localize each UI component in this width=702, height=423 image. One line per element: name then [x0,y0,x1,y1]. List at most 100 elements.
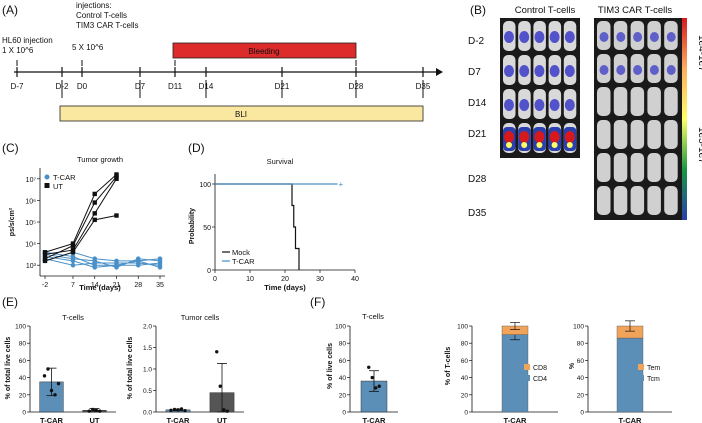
tim3-mouse-signal [633,32,643,42]
y-tick-label: 40 [339,375,347,382]
control-mouse-signal [519,99,530,111]
data-point [179,407,184,411]
scale-label-bottom: 1e5-1e7 [696,127,702,164]
y-tick-label: 60 [19,358,27,365]
tim3-mouse-image [664,120,678,149]
tumor-growth-chart: Tumor growth Time (days) ps/s/cm² 10³ 10⁴… [9,155,165,292]
tim3-mouse-signal [599,32,609,42]
x-tick-label: 0 [213,276,217,283]
data-point [46,367,50,371]
series-line-ut [44,176,117,260]
tim3-mouse-signal [616,65,626,75]
bli-bar [59,105,424,122]
data-point [49,388,54,393]
data-point [225,409,229,413]
x-tick-label: 40 [351,276,359,283]
control-mouse-signal-peak [536,142,543,148]
y-axis-label-survival: Probability [189,208,196,244]
y-axis-label-tumor-cells: % of total live cells [127,337,134,400]
y-tick-label: 20 [19,392,27,399]
y-tick-label: 10⁵ [25,220,36,227]
y-tick-label: 0 [207,268,211,275]
data-point [222,408,226,412]
bli-label: BLI [235,110,247,119]
tim3-mouse-image [647,120,661,149]
tim3-mouse-image [613,120,628,149]
data-point [56,381,61,386]
survival-chart: Survival Time (days) Probability 0 50 100 0… [189,157,359,292]
bar-t-car [360,380,388,413]
legend-label-mock: Mock [232,248,250,257]
bleeding-bar [172,42,357,59]
y-tick-label: 100 [15,324,26,331]
legend-label-cd8: CD8 [533,365,547,372]
hl60-dose-label: 1 X 10^6 [2,46,34,55]
imaging-row-label: D28 [468,174,487,185]
x-tick-label: -2 [42,282,48,289]
series-line-t-car [44,258,161,266]
data-point [374,386,378,390]
y-tick-label: 80 [461,341,469,348]
data-point [98,409,102,413]
data-point-tcar [114,258,119,264]
legend-label-tcar: T-CAR [53,173,76,182]
chart-title-tcells-f: T-cells [362,312,384,321]
data-point-tcar [157,265,163,270]
control-mouse-signal [504,31,514,43]
y-tick-label: 10⁶ [25,198,36,205]
data-point [169,408,173,412]
x-category-label: T-CAR [363,416,386,423]
x-axis-label-survival: Time (days) [264,283,306,292]
data-point [367,365,371,369]
y-tick-label: 80 [577,341,585,348]
tcells-bar-chart-f: T-cells % of live cells 0 20 40 60 80 100 T-CA… [327,312,398,423]
control-mouse-signal-hot [504,131,514,143]
timeline-day-label: D11 [168,82,183,91]
tim3-mouse-signal [616,32,626,42]
tim3-mouse-image [664,87,678,116]
legend-label-tcm: Tcm [647,376,660,383]
y-tick-label: 100 [199,182,211,189]
x-tick-label: 35 [156,282,164,289]
y-tick-label: 10⁴ [25,242,36,249]
data-point-ut [114,213,119,218]
y-tick-label: 0.0 [143,410,152,417]
tim3-mouse-image [647,153,661,182]
chart-title-tumor-cells: Tumor cells [181,313,220,322]
control-mouse-signal-peak [551,142,558,148]
tim3-mouse-signal [666,65,676,75]
y-tick-label: 100 [457,324,468,331]
series-line-t-car [44,256,161,268]
data-point-ut [42,250,48,255]
data-point [377,384,381,388]
x-category-label: UT [90,416,100,423]
data-point-ut [114,172,119,177]
tim3-mouse-image [647,186,661,215]
panel-label-c: (C) [2,141,19,155]
control-mouse-signal [549,65,560,77]
x-tick-label: 7 [71,282,75,289]
chart-title-survival: Survival [267,157,294,166]
tcell-dose-label: 5 X 10^6 [72,43,104,52]
tim3-mouse-signal [666,32,676,42]
injection-title: injections: [76,1,112,10]
x-tick-label: 30 [316,276,324,283]
tim3-mouse-signal [633,65,643,75]
control-mouse-signal [534,31,545,43]
y-axis-label-tcells-e: % of total live cells [5,337,12,400]
data-point-tcar [135,258,141,264]
y-tick-label: 20 [339,392,347,399]
data-point-tcar [157,258,163,264]
data-point-ut [70,250,76,255]
imaging-row-label: D14 [468,98,487,109]
control-mouse-signal [564,31,575,43]
legend-marker-cd8 [524,364,530,370]
tim3-mouse-image [664,153,678,182]
timeline-day-label: D0 [77,82,88,91]
legend-label-tem: Tem [647,365,660,372]
y-tick-label: 80 [339,341,347,348]
y-tick-label: 40 [19,375,27,382]
legend-marker-tcm [638,375,644,381]
x-tick-label: 28 [134,282,142,289]
